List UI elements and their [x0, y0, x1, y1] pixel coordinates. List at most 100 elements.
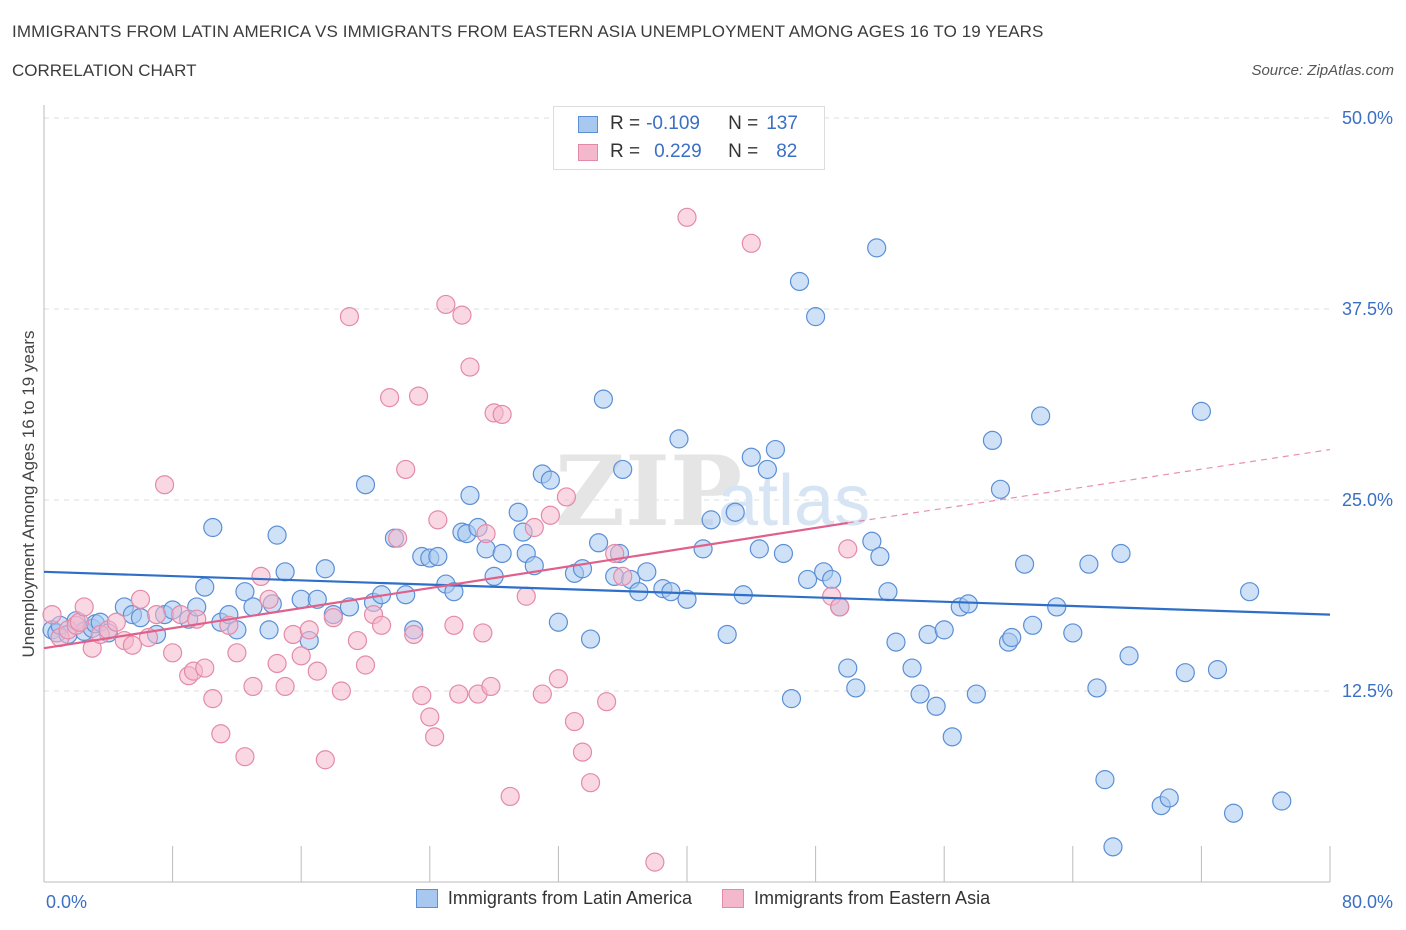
point-latin-america [1087, 678, 1107, 698]
point-eastern-asia [106, 612, 126, 632]
point-latin-america [1103, 837, 1123, 857]
point-eastern-asia [235, 747, 255, 767]
point-latin-america [867, 238, 887, 258]
blue-swatch [415, 889, 438, 908]
legend-item-eastern-asia: Immigrants from Eastern Asia [722, 888, 990, 909]
point-latin-america [1047, 597, 1067, 617]
point-eastern-asia [452, 305, 472, 325]
point-latin-america [725, 502, 745, 522]
point-eastern-asia [741, 233, 761, 253]
point-eastern-asia [331, 681, 351, 701]
point-eastern-asia [251, 566, 271, 587]
legend-item-latin-america: Immigrants from Latin America [415, 888, 692, 909]
n-label: N = [728, 113, 759, 134]
point-eastern-asia [492, 404, 512, 425]
point-eastern-asia [347, 630, 368, 651]
pink-swatch [578, 143, 598, 161]
point-latin-america [966, 684, 986, 704]
chart-legend: Immigrants from Latin America Immigrants… [0, 888, 1406, 909]
point-eastern-asia [291, 646, 311, 666]
point-eastern-asia [243, 676, 263, 697]
point-eastern-asia [444, 615, 464, 635]
source-label: Source: ZipAtlas.com [1251, 62, 1394, 79]
point-eastern-asia [460, 357, 480, 377]
point-latin-america [797, 569, 818, 590]
point-latin-america [765, 439, 786, 460]
point-eastern-asia [548, 669, 569, 689]
point-eastern-asia [613, 566, 633, 587]
point-eastern-asia [449, 684, 469, 704]
point-latin-america [339, 597, 360, 617]
point-eastern-asia [122, 635, 143, 655]
point-eastern-asia [146, 604, 167, 625]
point-latin-america [902, 658, 922, 678]
point-latin-america [1111, 543, 1131, 564]
point-latin-america [942, 727, 962, 747]
point-eastern-asia [476, 524, 496, 544]
y-tick-label: 12.5% [1342, 681, 1393, 701]
legend-label: Immigrants from Latin America [447, 888, 692, 908]
point-eastern-asia [500, 786, 520, 807]
r-value: -0.109 [646, 113, 700, 134]
point-latin-america [588, 533, 609, 553]
point-eastern-asia [130, 589, 151, 609]
n-label: N = [728, 141, 759, 162]
point-latin-america [243, 597, 263, 617]
point-latin-america [773, 543, 794, 564]
point-eastern-asia [380, 388, 400, 408]
point-eastern-asia [267, 653, 287, 674]
point-eastern-asia [428, 510, 448, 530]
point-latin-america [460, 485, 480, 506]
point-eastern-asia [412, 685, 432, 706]
point-eastern-asia [436, 294, 456, 315]
point-eastern-asia [195, 658, 215, 678]
chart-subtitle: CORRELATION CHART [12, 61, 197, 80]
trendline-latin-america [43, 570, 1331, 616]
point-latin-america [540, 470, 560, 490]
r-value: 0.229 [654, 141, 702, 162]
point-latin-america [717, 624, 737, 645]
point-eastern-asia [323, 608, 343, 628]
point-latin-america [926, 696, 946, 716]
point-eastern-asia [275, 676, 295, 697]
point-latin-america [613, 459, 633, 480]
point-latin-america [1240, 582, 1260, 602]
point-latin-america [934, 620, 954, 640]
point-latin-america [1207, 660, 1228, 680]
point-latin-america [275, 562, 295, 582]
point-latin-america [990, 479, 1011, 499]
chart-title: IMMIGRANTS FROM LATIN AMERICA VS IMMIGRA… [12, 22, 1044, 41]
point-latin-america [1031, 406, 1051, 426]
point-latin-america [862, 531, 882, 551]
point-latin-america [1119, 646, 1139, 666]
point-latin-america [982, 430, 1003, 451]
point-eastern-asia [42, 604, 62, 625]
point-eastern-asia [283, 624, 303, 645]
point-eastern-asia [572, 742, 593, 762]
point-latin-america [203, 517, 223, 538]
point-eastern-asia [830, 597, 850, 617]
y-tick-label: 50.0% [1342, 108, 1393, 128]
point-latin-america [870, 546, 890, 567]
point-latin-america [1095, 770, 1115, 790]
point-latin-america [1272, 791, 1292, 811]
point-latin-america [1002, 627, 1022, 648]
point-latin-america [878, 582, 898, 602]
point-latin-america [580, 629, 601, 649]
point-eastern-asia [171, 604, 191, 625]
pink-swatch [722, 889, 744, 908]
point-latin-america [781, 689, 802, 709]
x-tick-label: 80.0% [1342, 892, 1393, 912]
point-latin-america [130, 608, 151, 628]
point-latin-america [1175, 663, 1195, 683]
point-eastern-asia [163, 643, 183, 663]
point-eastern-asia [597, 692, 617, 712]
point-latin-america [838, 658, 858, 678]
point-latin-america [428, 546, 448, 567]
point-latin-america [267, 525, 287, 545]
point-eastern-asia [481, 676, 501, 697]
point-eastern-asia [516, 586, 536, 606]
point-latin-america [701, 510, 721, 530]
point-latin-america [749, 539, 769, 559]
